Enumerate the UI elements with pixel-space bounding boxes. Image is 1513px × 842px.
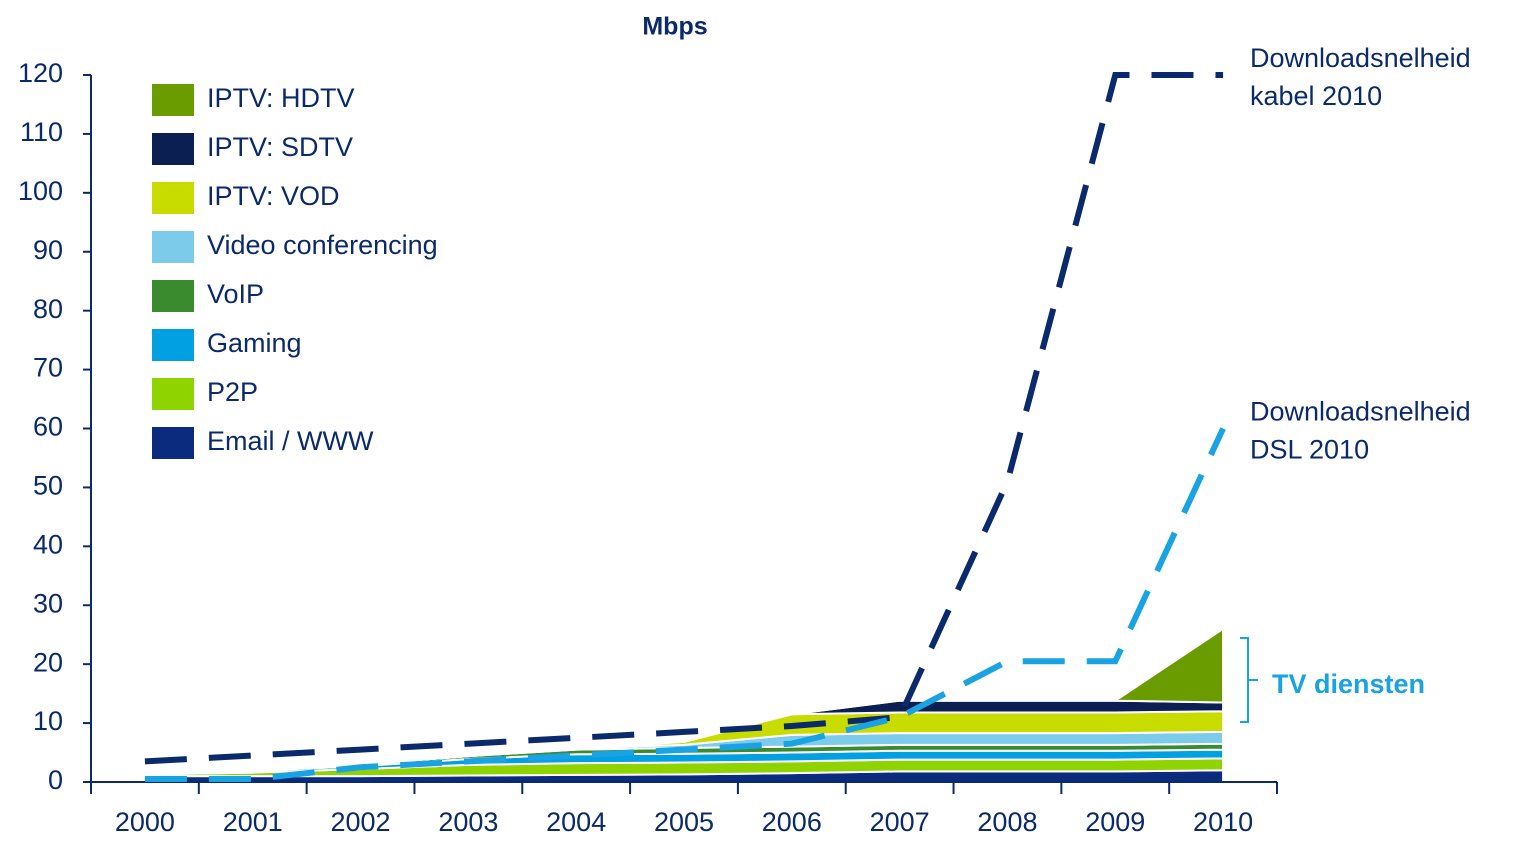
line-label: kabel 2010 (1250, 81, 1382, 111)
legend-swatch (152, 84, 194, 116)
legend-swatch (152, 427, 194, 459)
y-tick-label: 10 (33, 706, 63, 736)
legend-label: IPTV: HDTV (207, 83, 355, 113)
legend-label: Video conferencing (207, 230, 438, 260)
chart-title: Mbps (642, 13, 707, 41)
line-label: Downloadsnelheid (1250, 43, 1471, 73)
annotation: TV diensten (1272, 669, 1425, 699)
legend-label: Gaming (207, 328, 302, 358)
area (144, 626, 1225, 775)
y-tick-label: 20 (33, 647, 63, 677)
legend-swatch (152, 378, 194, 410)
y-tick-label: 30 (33, 588, 63, 618)
x-tick-label: 2009 (1085, 807, 1145, 837)
x-tick-label: 2000 (115, 807, 175, 837)
y-tick-label: 120 (18, 58, 63, 88)
y-tick-label: 0 (48, 765, 63, 795)
legend-label: P2P (207, 377, 258, 407)
legend-label: Email / WWW (207, 426, 374, 456)
dashed-line (144, 72, 1224, 765)
legend-swatch (152, 231, 194, 263)
legend-swatch (152, 280, 194, 312)
x-tick-label: 2008 (977, 807, 1037, 837)
legend-swatch (152, 133, 194, 165)
y-tick-label: 100 (18, 176, 63, 206)
legend-swatch (152, 329, 194, 361)
dashed-line (144, 427, 1226, 783)
x-tick-label: 2007 (870, 807, 930, 837)
x-tick-label: 2002 (331, 807, 391, 837)
x-tick-label: 2005 (654, 807, 714, 837)
line-label: DSL 2010 (1250, 435, 1369, 465)
legend-label: IPTV: SDTV (207, 132, 353, 162)
x-tick-label: 2003 (438, 807, 498, 837)
y-tick-label: 110 (20, 117, 63, 147)
x-tick-label: 2006 (762, 807, 822, 837)
x-tick-label: 2001 (223, 807, 283, 837)
legend-label: IPTV: VOD (207, 181, 340, 211)
y-tick-label: 90 (33, 235, 63, 265)
y-tick-label: 70 (33, 353, 63, 383)
x-tick-label: 2004 (546, 807, 606, 837)
y-tick-label: 50 (33, 471, 63, 501)
line-label: Downloadsnelheid (1250, 397, 1471, 427)
legend-swatch (152, 182, 194, 214)
y-tick-label: 80 (33, 294, 63, 324)
y-tick-label: 60 (33, 412, 63, 442)
legend-label: VoIP (207, 279, 264, 309)
bracket (1240, 637, 1258, 723)
y-tick-label: 40 (33, 529, 63, 559)
x-tick-label: 2010 (1193, 807, 1253, 837)
